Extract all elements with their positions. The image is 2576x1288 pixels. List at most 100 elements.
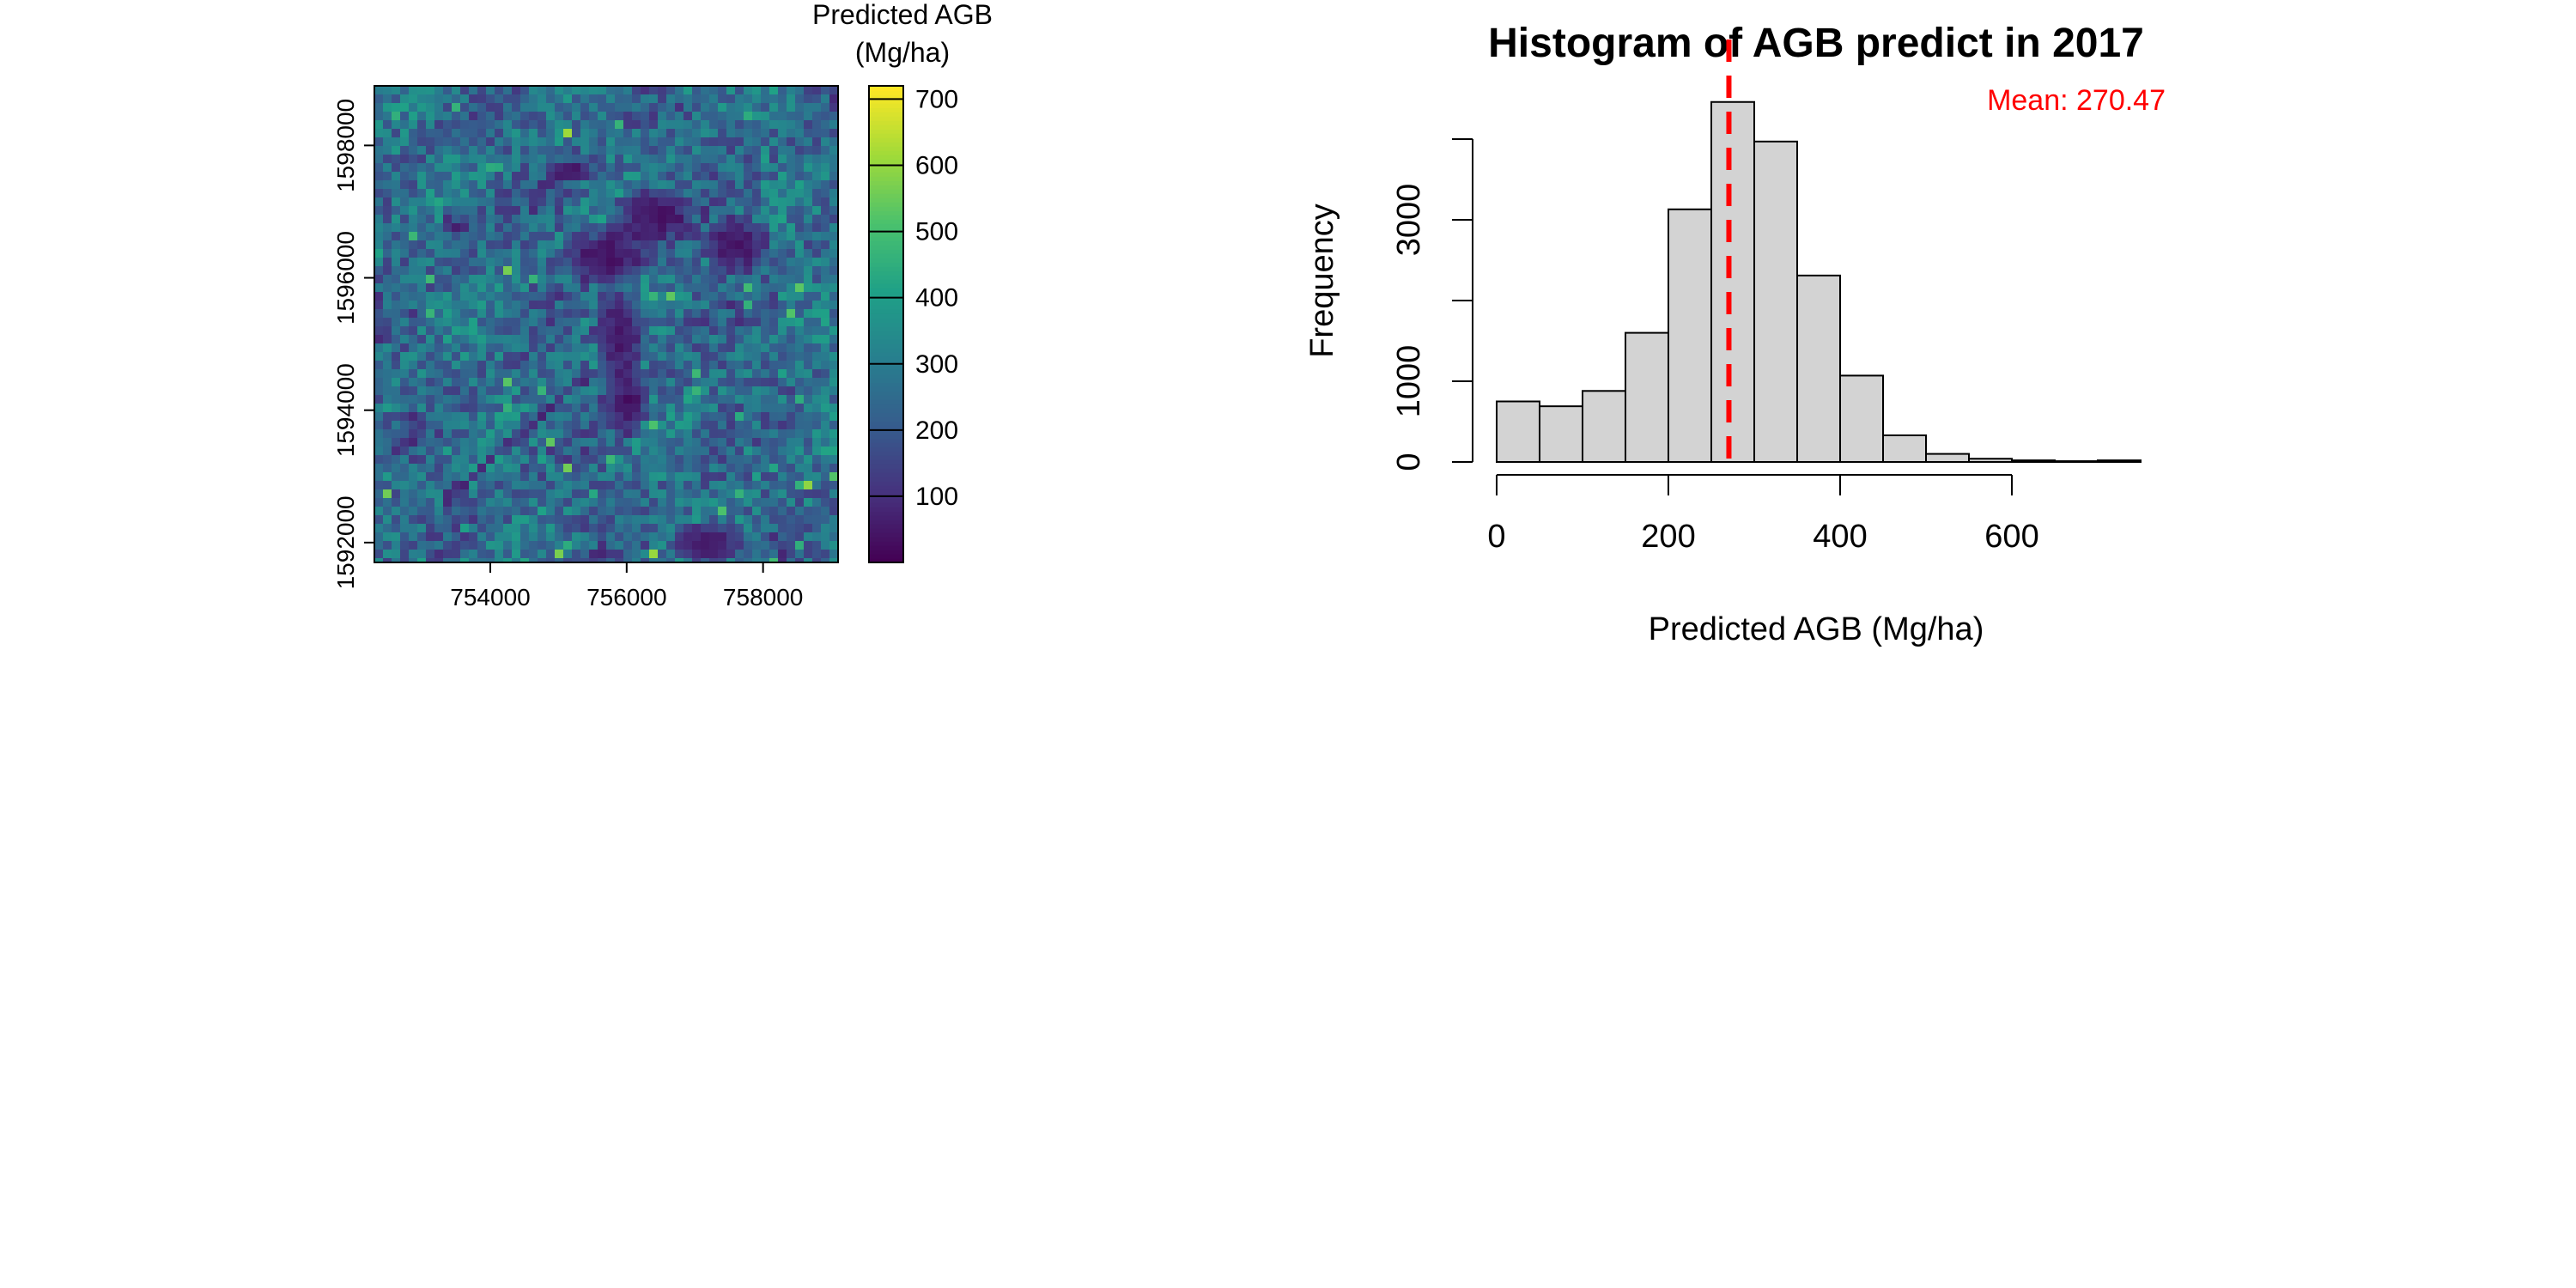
raster-cell <box>752 266 762 276</box>
raster-cell <box>744 369 753 379</box>
raster-cell <box>580 172 590 181</box>
raster-cell <box>409 215 418 224</box>
raster-cell <box>546 94 556 104</box>
colorbar-band <box>869 167 903 173</box>
raster-cell <box>735 197 744 207</box>
raster-cell <box>632 103 641 112</box>
colorbar-band <box>869 275 903 280</box>
raster-cell <box>821 361 830 370</box>
raster-cell <box>795 421 805 430</box>
raster-cell <box>400 550 410 559</box>
raster-cell <box>486 129 495 138</box>
raster-cell <box>529 155 538 164</box>
raster-cell <box>744 524 753 533</box>
raster-cell <box>477 318 487 327</box>
raster-cell <box>503 197 513 207</box>
raster-cell <box>469 369 478 379</box>
raster-cell <box>804 283 813 293</box>
raster-cell <box>821 292 830 301</box>
raster-cell <box>641 318 650 327</box>
raster-cell <box>692 223 702 233</box>
raster-cell <box>383 361 392 370</box>
raster-cell <box>486 275 495 284</box>
raster-cell <box>555 240 564 250</box>
raster-cell <box>726 215 736 224</box>
raster-cell <box>658 129 667 138</box>
raster-cell <box>409 378 418 387</box>
raster-cell <box>778 489 787 499</box>
raster-cell <box>752 301 762 310</box>
raster-cell <box>486 223 495 233</box>
raster-cell <box>598 223 607 233</box>
raster-cell <box>417 421 427 430</box>
raster-cell <box>701 455 710 465</box>
raster-cell <box>589 455 598 465</box>
raster-cell <box>701 464 710 473</box>
raster-cell <box>512 352 521 361</box>
raster-cell <box>795 163 805 173</box>
raster-cell <box>744 378 753 387</box>
raster-cell <box>520 524 530 533</box>
map-x-axis: 754000 756000 758000 <box>450 562 803 611</box>
raster-cell <box>675 112 684 121</box>
raster-cell <box>546 455 556 465</box>
raster-cell <box>632 429 641 439</box>
raster-cell <box>795 309 805 319</box>
raster-cell <box>829 404 838 413</box>
raster-cell <box>495 301 504 310</box>
raster-cell <box>606 352 616 361</box>
raster-cell <box>606 318 616 327</box>
raster-cell <box>512 301 521 310</box>
raster-cell <box>503 163 513 173</box>
raster-cell <box>452 369 461 379</box>
raster-cell <box>778 455 787 465</box>
colorbar-band <box>869 545 903 550</box>
raster-cell <box>520 215 530 224</box>
raster-cell <box>477 524 487 533</box>
raster-cell <box>606 464 616 473</box>
raster-cell <box>469 438 478 447</box>
raster-cell <box>589 464 598 473</box>
raster-cell <box>546 361 556 370</box>
raster-cell <box>512 129 521 138</box>
raster-cell <box>778 189 787 198</box>
raster-cell <box>615 223 624 233</box>
raster-cell <box>477 326 487 336</box>
map-x-tick-label: 754000 <box>450 584 530 611</box>
raster-cell <box>503 515 513 525</box>
raster-cell <box>632 146 641 155</box>
raster-cell <box>563 189 573 198</box>
raster-cell <box>658 395 667 404</box>
raster-cell <box>812 258 822 267</box>
raster-cell <box>666 283 676 293</box>
raster-cell <box>709 112 719 121</box>
raster-cell <box>555 386 564 396</box>
raster-cell <box>486 395 495 404</box>
raster-cell <box>409 369 418 379</box>
raster-cell <box>778 429 787 439</box>
raster-cell <box>486 421 495 430</box>
colorbar-band <box>869 318 903 323</box>
raster-cell <box>417 361 427 370</box>
raster-cell <box>718 283 727 293</box>
raster-cell <box>452 172 461 181</box>
raster-cell <box>623 86 633 95</box>
raster-cell <box>735 541 744 550</box>
raster-cell <box>795 361 805 370</box>
raster-cell <box>392 103 401 112</box>
colorbar-band <box>869 262 903 267</box>
colorbar-band <box>869 554 903 559</box>
raster-cell <box>735 386 744 396</box>
raster-cell <box>675 275 684 284</box>
raster-cell <box>409 94 418 104</box>
raster-cell <box>392 352 401 361</box>
raster-cell <box>666 180 676 190</box>
raster-cell <box>804 335 813 344</box>
raster-cell <box>787 215 796 224</box>
raster-cell <box>795 275 805 284</box>
raster-cell <box>778 447 787 456</box>
raster-cell <box>469 550 478 559</box>
raster-cell <box>701 86 710 95</box>
raster-cell <box>615 472 624 482</box>
raster-cell <box>598 120 607 130</box>
